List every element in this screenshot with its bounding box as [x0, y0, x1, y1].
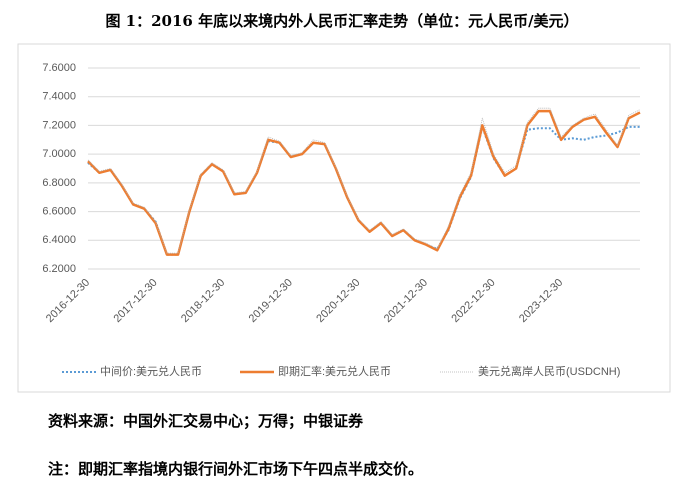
series-line	[87, 125, 640, 256]
x-tick-label: 2020-12-30	[314, 277, 362, 325]
chart-title: 图 1：2016 年底以来境内外人民币汇率走势（单位：元人民币/美元）	[105, 12, 578, 30]
x-tick-label: 2022-12-30	[449, 277, 497, 325]
y-tick-label: 6.8000	[42, 177, 76, 189]
y-tick-label: 7.6000	[42, 62, 76, 74]
y-tick-label: 7.4000	[42, 91, 76, 103]
legend-label: 中间价:美元兑人民币	[100, 364, 202, 378]
source-note: 资料来源：中国外汇交易中心；万得；中银证券	[48, 412, 364, 430]
x-tick-label: 2021-12-30	[382, 277, 430, 325]
legend-label: 即期汇率:美元兑人民币	[278, 364, 391, 378]
x-tick-label: 2016-12-30	[44, 277, 92, 325]
chart: 图 1：2016 年底以来境内外人民币汇率走势（单位：元人民币/美元） 6.20…	[17, 12, 671, 393]
x-tick-label: 2019-12-30	[247, 277, 295, 325]
x-tick-label: 2023-12-30	[517, 277, 565, 325]
chart-frame	[17, 43, 671, 393]
x-tick-label: 2018-12-30	[179, 277, 227, 325]
y-tick-label: 6.6000	[42, 205, 76, 217]
y-tick-label: 6.4000	[42, 234, 76, 246]
x-tick-label: 2017-12-30	[111, 277, 159, 325]
y-tick-label: 6.2000	[42, 263, 76, 275]
footnote: 注：即期汇率指境内银行间外汇市场下午四点半成交价。	[48, 460, 424, 478]
legend-label: 美元兑离岸人民币(USDCNH)	[478, 364, 620, 378]
y-tick-label: 7.0000	[42, 148, 76, 160]
y-tick-label: 7.2000	[42, 119, 76, 131]
